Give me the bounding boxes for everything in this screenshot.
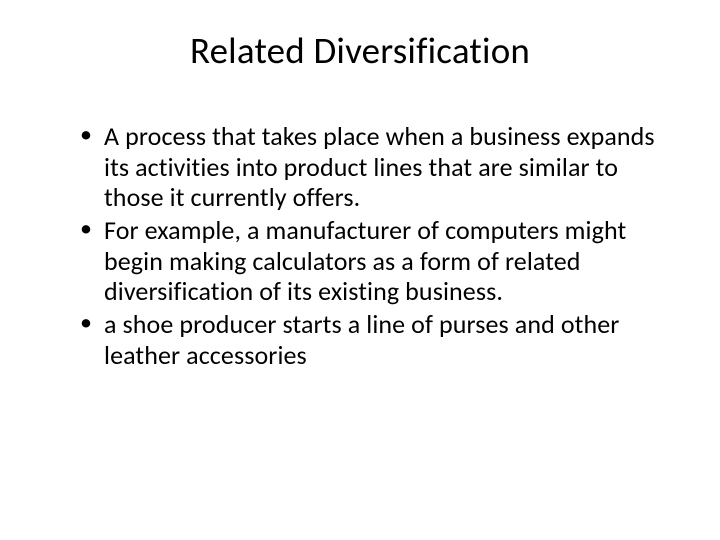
bullet-list: A process that takes place when a busine… (60, 121, 660, 370)
slide-title: Related Diversification (60, 28, 660, 73)
list-item: A process that takes place when a busine… (80, 121, 660, 213)
list-item: For example, a manufacturer of computers… (80, 215, 660, 307)
slide: Related Diversification A process that t… (0, 0, 720, 540)
list-item: a shoe producer starts a line of purses … (80, 309, 660, 370)
